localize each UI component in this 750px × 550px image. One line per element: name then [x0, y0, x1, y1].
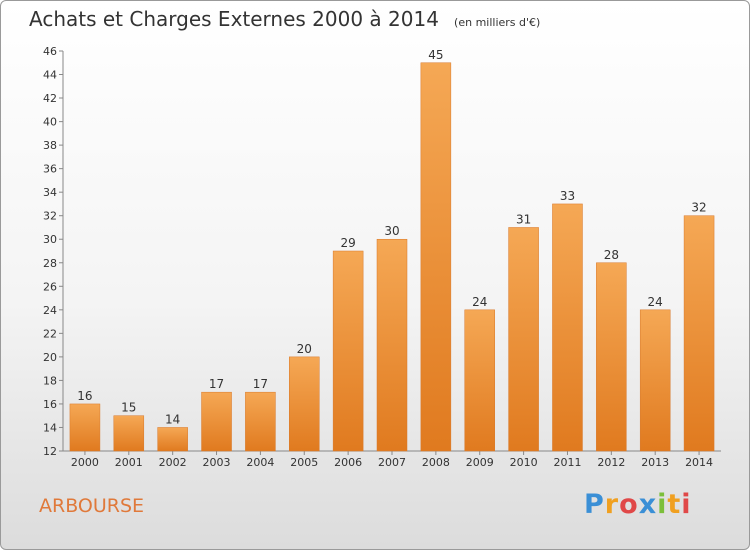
- bar-2006: [332, 250, 364, 452]
- y-tick-label: 16: [43, 398, 57, 411]
- chart-unit-label: (en milliers d'€): [454, 16, 541, 29]
- y-tick-label: 28: [43, 257, 57, 270]
- proxiti-logo: Proxiti: [584, 489, 692, 520]
- y-tick-label: 40: [43, 116, 57, 129]
- x-tick-label-2005: 2005: [290, 456, 318, 469]
- y-tick-label: 32: [43, 210, 57, 223]
- bar-2012: [596, 262, 627, 452]
- data-label-2004: 17: [253, 377, 268, 391]
- bar-2004: [245, 391, 276, 452]
- data-label-2014: 32: [691, 201, 706, 215]
- bar-2007: [376, 238, 408, 452]
- x-tick-label-2004: 2004: [246, 456, 274, 469]
- x-tick-label-2002: 2002: [159, 456, 187, 469]
- x-tick-label-2012: 2012: [597, 456, 625, 469]
- x-tick-label-2000: 2000: [71, 456, 99, 469]
- data-label-2002: 14: [165, 412, 180, 426]
- x-tick-label-2009: 2009: [466, 456, 494, 469]
- data-label-2013: 24: [648, 295, 663, 309]
- x-tick-label-2003: 2003: [203, 456, 231, 469]
- labels-group: 2000 16 2001 15 2002 14 2003 17 2004 17 2005 20 2006…: [71, 48, 713, 469]
- y-tick-label: 12: [43, 445, 57, 458]
- data-label-2010: 31: [516, 212, 531, 226]
- data-label-2008: 45: [428, 48, 443, 62]
- bar-2013: [639, 309, 671, 452]
- x-tick-label-2006: 2006: [334, 456, 362, 469]
- x-tick-label-2011: 2011: [553, 456, 581, 469]
- data-label-2005: 20: [297, 342, 312, 356]
- x-tick-label-2008: 2008: [422, 456, 450, 469]
- y-tick-label: 14: [43, 421, 57, 434]
- y-tick-label: 46: [43, 45, 57, 58]
- data-label-2012: 28: [604, 248, 619, 262]
- commune-name: ARBOURSE: [39, 495, 145, 517]
- x-tick-label-2010: 2010: [510, 456, 538, 469]
- bar-2002: [157, 427, 188, 452]
- y-tick-label: 24: [43, 304, 57, 317]
- data-label-2011: 33: [560, 189, 575, 203]
- x-tick-label-2013: 2013: [641, 456, 669, 469]
- y-tick-label: 38: [43, 139, 57, 152]
- y-tick-label: 34: [43, 186, 57, 199]
- logo-letter: i: [681, 489, 692, 520]
- logo-letter: P: [584, 489, 605, 520]
- y-tick-label: 42: [43, 92, 57, 105]
- y-tick-label: 22: [43, 327, 57, 340]
- chart-title: Achats et Charges Externes 2000 à 2014: [29, 7, 439, 31]
- bars-group: [69, 62, 715, 452]
- data-label-2009: 24: [472, 295, 487, 309]
- data-label-2000: 16: [77, 389, 92, 403]
- bar-2009: [464, 309, 495, 452]
- logo-letter: i: [657, 489, 668, 520]
- logo-letter: t: [667, 489, 682, 520]
- bar-2000: [69, 403, 101, 452]
- bar-2011: [552, 203, 583, 452]
- bar-2001: [113, 415, 145, 452]
- bar-2003: [201, 391, 232, 452]
- axes: 12 14 16 18 20 22 24 26 28 30 32 34 36 38 40 42 44 46: [43, 45, 721, 458]
- bar-2005: [289, 356, 320, 452]
- data-label-2001: 15: [121, 401, 136, 415]
- data-label-2003: 17: [209, 377, 224, 391]
- y-tick-label: 44: [43, 69, 57, 82]
- y-tick-label: 36: [43, 163, 57, 176]
- x-tick-label-2007: 2007: [378, 456, 406, 469]
- x-tick-label-2001: 2001: [115, 456, 143, 469]
- title-block: Achats et Charges Externes 2000 à 2014 (…: [29, 7, 540, 31]
- x-tick-label-2014: 2014: [685, 456, 713, 469]
- bar-2008: [420, 62, 452, 452]
- bar-2010: [508, 227, 539, 452]
- y-tick-label: 26: [43, 280, 57, 293]
- logo-letter: o: [619, 489, 639, 520]
- logo-letter: x: [638, 489, 658, 520]
- y-tick-label: 30: [43, 233, 57, 246]
- data-label-2007: 30: [384, 224, 399, 238]
- bar-2014: [683, 215, 715, 452]
- data-label-2006: 29: [340, 236, 355, 250]
- y-tick-label: 20: [43, 351, 57, 364]
- logo-letter: r: [604, 489, 620, 520]
- y-tick-label: 18: [43, 374, 57, 387]
